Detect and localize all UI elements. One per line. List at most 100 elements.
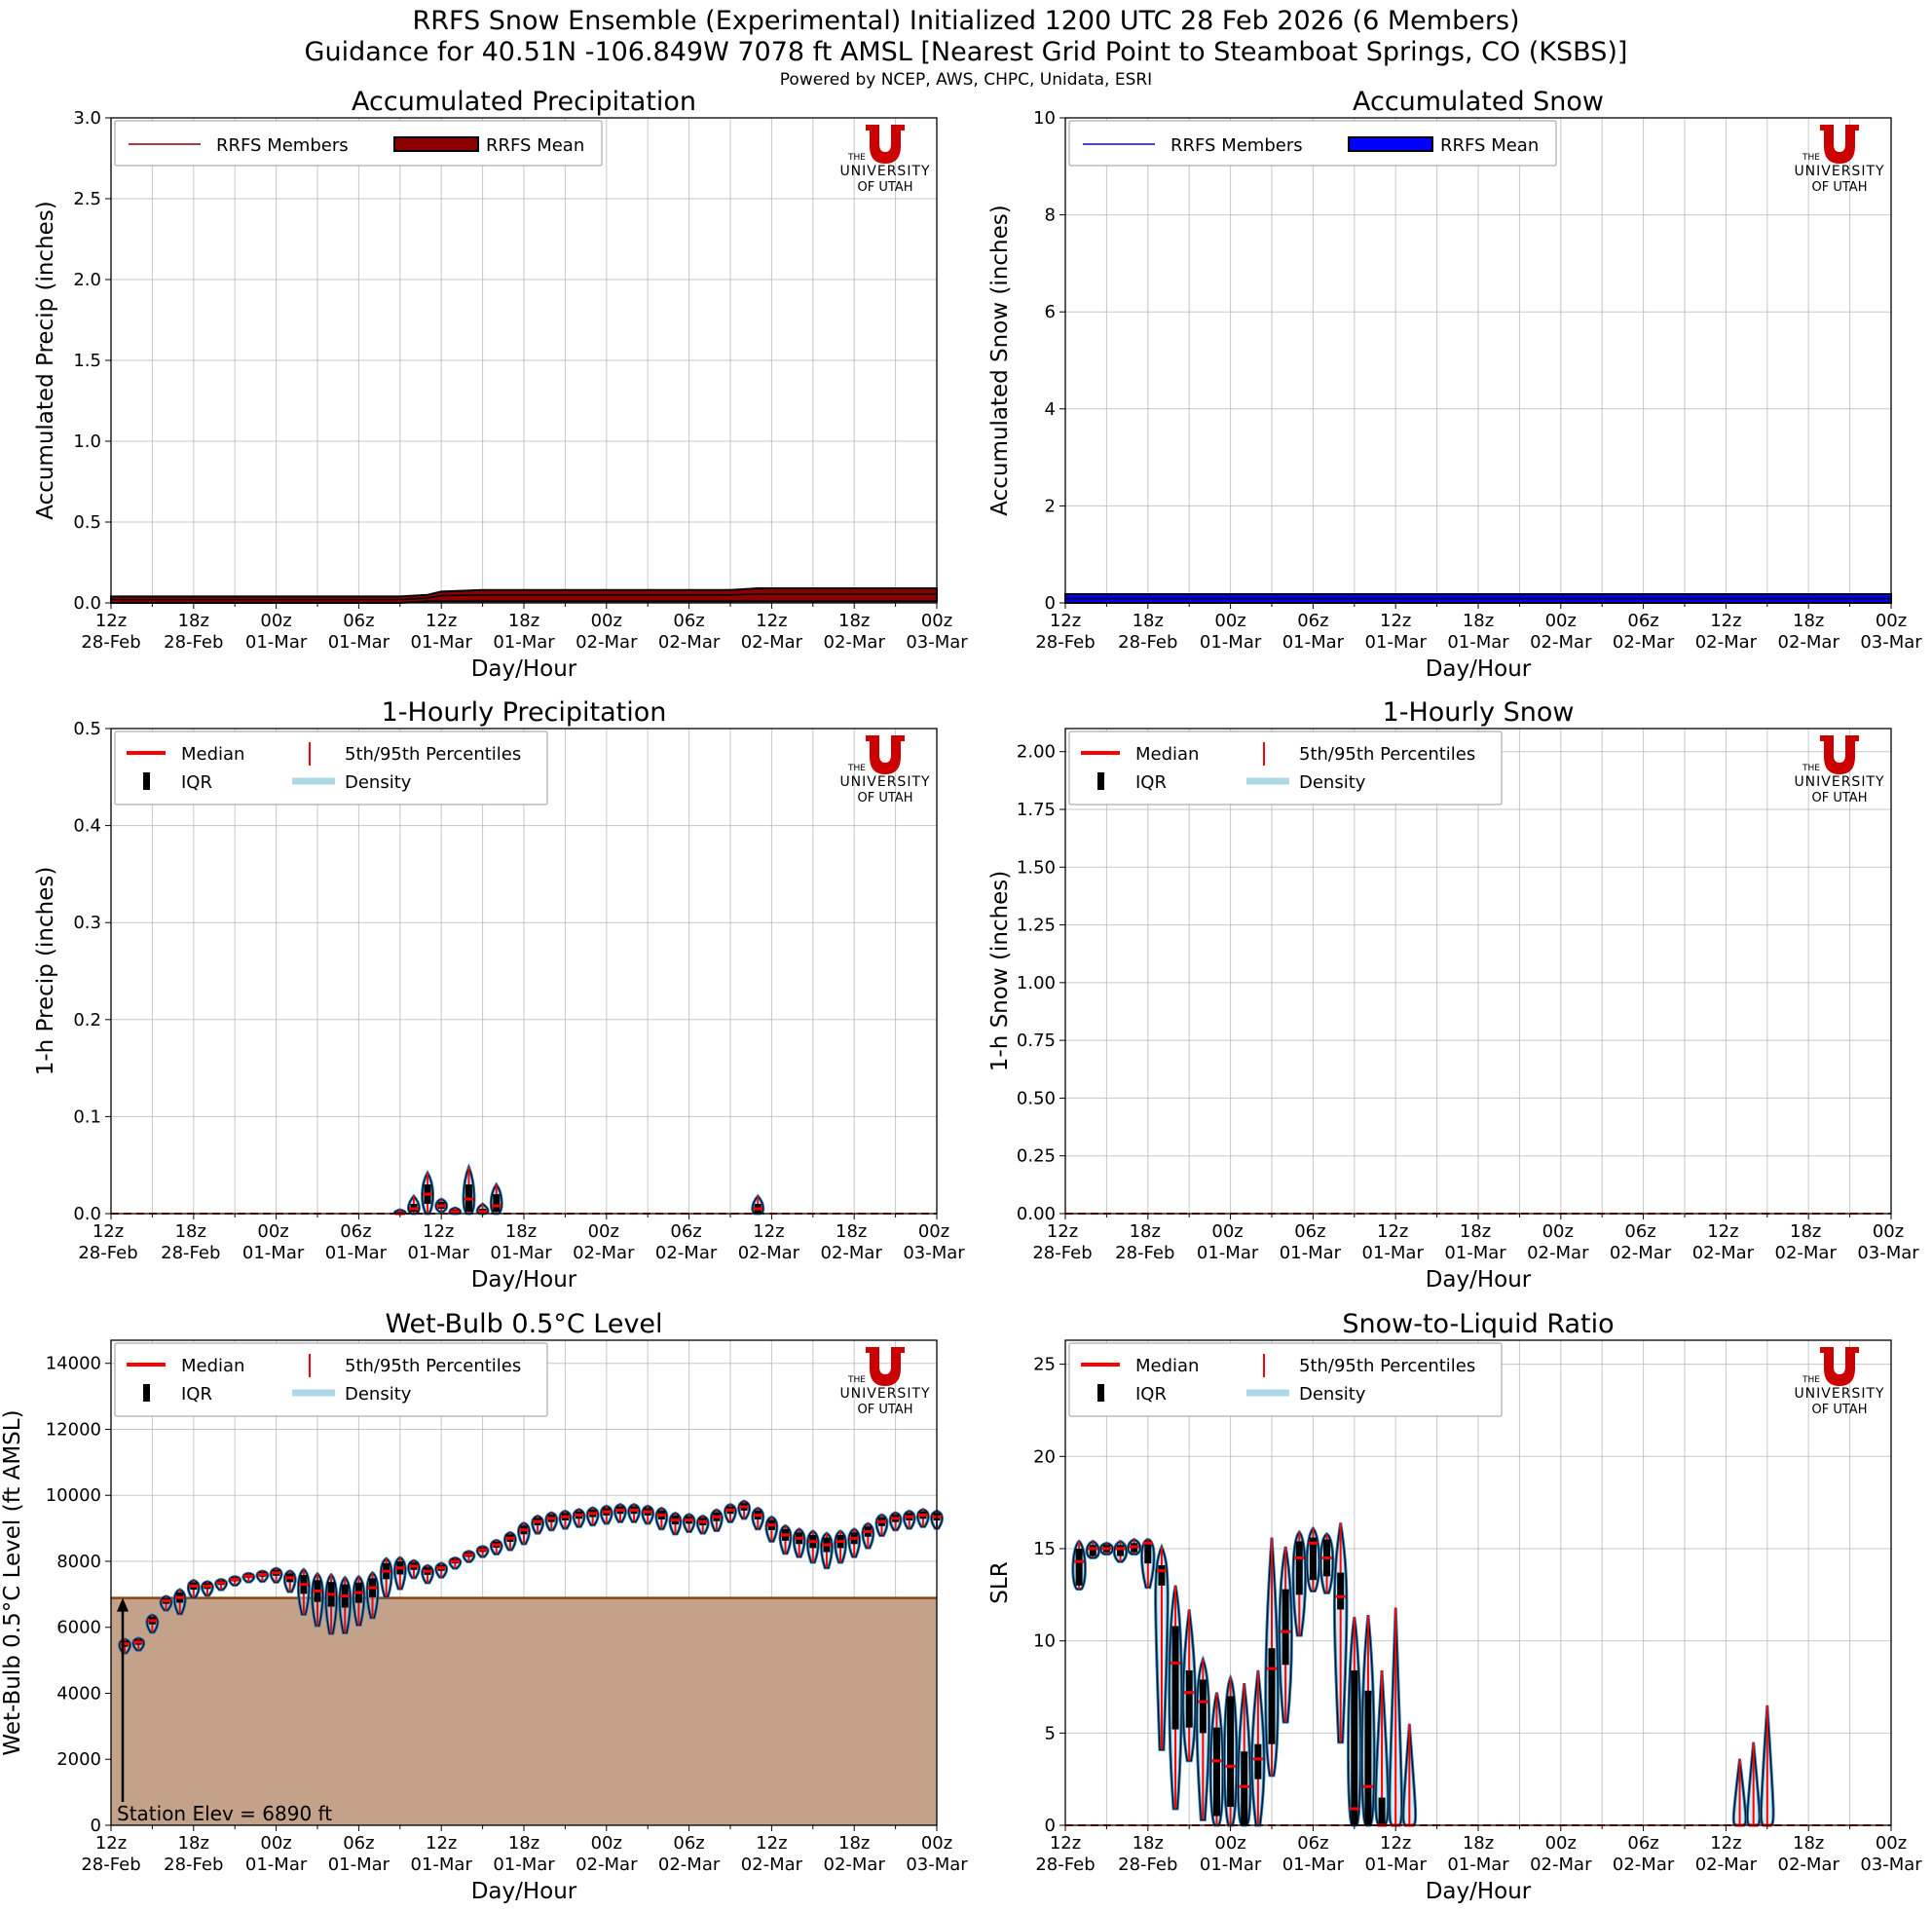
violin-edge: [490, 1539, 502, 1555]
violin-edge: [119, 1638, 131, 1654]
violin-edge: [683, 1514, 695, 1532]
legend-label-mean: RRFS Mean: [486, 135, 584, 156]
legend: RRFS Members RRFS Mean: [1068, 120, 1557, 167]
x-tick-label: 18z: [175, 1221, 206, 1242]
violin-hour-22: [406, 1558, 421, 1580]
x-tick-label: 18z: [505, 1221, 537, 1242]
logo-text-the: THE: [847, 1375, 866, 1385]
chart-title: Accumulated Precipitation: [352, 87, 696, 117]
x-tick-label: 12z: [753, 1221, 784, 1242]
y-tick-label: 12000: [46, 1419, 101, 1440]
x-tick-label-date: 02-Mar: [1613, 1855, 1675, 1875]
x-tick-label-date: 01-Mar: [328, 1855, 390, 1875]
x-tick-label: 06z: [1624, 1221, 1655, 1242]
y-axis-label: 1-h Snow (inches): [987, 871, 1013, 1071]
violin-edge: [779, 1524, 792, 1555]
x-tick-label-date: 02-Mar: [1695, 632, 1758, 653]
x-tick-label-date: 03-Mar: [906, 1855, 968, 1875]
violin-hour-38: [627, 1502, 642, 1523]
violin-hour-10: [1195, 1655, 1211, 1821]
violin-hour-4: [159, 1594, 173, 1612]
violin-hour-37: [613, 1502, 627, 1523]
violin-edge: [160, 1595, 172, 1611]
violin-iqr: [493, 1194, 501, 1213]
x-tick-label: 00z: [1876, 611, 1907, 631]
x-tick-label-date: 02-Mar: [824, 1855, 886, 1875]
x-tick-label-date: 28-Feb: [1035, 632, 1095, 653]
x-tick-label: 00z: [1545, 1833, 1577, 1854]
x-tick-label-date: 01-Mar: [490, 1243, 552, 1263]
x-tick-label: 00z: [260, 611, 291, 631]
x-tick-label: 12z: [426, 611, 457, 631]
violin-hour-43: [695, 1514, 710, 1535]
logo-text-the: THE: [1802, 1375, 1820, 1385]
chart-title: 1-Hourly Precipitation: [382, 697, 667, 728]
violin-edge: [573, 1509, 585, 1527]
y-tick-label: 2.5: [73, 189, 101, 209]
violin-hour-13: [282, 1569, 297, 1593]
violin-hour-1: [118, 1637, 132, 1655]
violin-edge: [655, 1507, 668, 1530]
violin-edge: [835, 1530, 847, 1563]
violin-edge: [1182, 1609, 1196, 1762]
violin-hour-12: [269, 1566, 283, 1584]
x-tick-label: 18z: [838, 1833, 870, 1854]
y-tick-label: 0.5: [73, 512, 101, 533]
x-tick-label: 00z: [1214, 611, 1245, 631]
x-tick-label-date: 01-Mar: [1362, 1243, 1425, 1263]
violin-hour-16: [324, 1572, 339, 1635]
violin-hour-39: [641, 1504, 655, 1525]
violin-iqr: [1227, 1696, 1235, 1808]
violin-hour-5: [172, 1588, 187, 1616]
x-tick-label: 06z: [343, 611, 374, 631]
violin-hour-12: [1222, 1673, 1239, 1827]
chart-title: Wet-Bulb 0.5°C Level: [385, 1309, 662, 1339]
y-tick-label: 15: [1033, 1539, 1056, 1559]
violin-hour-41: [668, 1511, 683, 1536]
y-tick-label: 1.5: [73, 351, 101, 371]
violin-edge: [889, 1512, 902, 1531]
violin-hour-55: [861, 1521, 875, 1550]
x-tick-label-date: 02-Mar: [1527, 1243, 1589, 1263]
x-tick-label: 06z: [673, 1833, 704, 1854]
x-tick-label: 06z: [1627, 1833, 1658, 1854]
x-tick-label-date: 28-Feb: [81, 1855, 140, 1875]
y-tick-label: 0.1: [73, 1106, 101, 1127]
x-tick-label: 18z: [1793, 1833, 1824, 1854]
logo-text-of-utah: OF UTAH: [1812, 180, 1868, 195]
violin-hour-51: [805, 1529, 820, 1564]
x-tick-label: 06z: [1297, 611, 1328, 631]
x-tick-label: 12z: [95, 1833, 127, 1854]
violin-hour-45: [724, 1502, 737, 1523]
x-tick-label-date: 02-Mar: [1778, 1855, 1840, 1875]
violin-hour-9: [1181, 1609, 1197, 1763]
legend-label-members: RRFS Members: [216, 135, 349, 156]
station-elevation-arrowhead: [117, 1597, 129, 1612]
x-tick-label-date: 02-Mar: [821, 1243, 883, 1263]
y-tick-label: 1.00: [1017, 973, 1056, 993]
violin-edge: [724, 1504, 736, 1522]
y-tick-label: 0: [1045, 1816, 1056, 1836]
violin-hour-19: [365, 1570, 380, 1620]
violin-edge: [806, 1530, 819, 1563]
violin-edge: [1169, 1585, 1182, 1810]
violin-hour-29: [502, 1530, 517, 1552]
violin-edge: [862, 1522, 874, 1549]
x-tick-label-date: 01-Mar: [245, 1855, 308, 1875]
terrain-fill: [111, 1597, 937, 1825]
violin-hour-56: [874, 1513, 889, 1538]
chart-title: Snow-to-Liquid Ratio: [1342, 1309, 1614, 1339]
legend-swatch-iqr: [1097, 1384, 1104, 1402]
violin-hour-14: [1250, 1669, 1266, 1827]
x-tick-label-date: 28-Feb: [1115, 1243, 1174, 1263]
legend: Median 5th/95th Percentiles IQR Density: [114, 1342, 548, 1417]
violin-hour-36: [599, 1504, 613, 1525]
y-tick-label: 6: [1045, 302, 1056, 322]
y-tick-label: 0.4: [73, 816, 101, 837]
chart-acc_precip: 0.00.51.01.52.02.53.012z28-Feb18z28-Feb0…: [33, 87, 968, 682]
legend-swatch-iqr: [143, 1384, 150, 1402]
block-u-logo-mark: [866, 1347, 905, 1386]
violin-iqr: [1075, 1548, 1083, 1586]
